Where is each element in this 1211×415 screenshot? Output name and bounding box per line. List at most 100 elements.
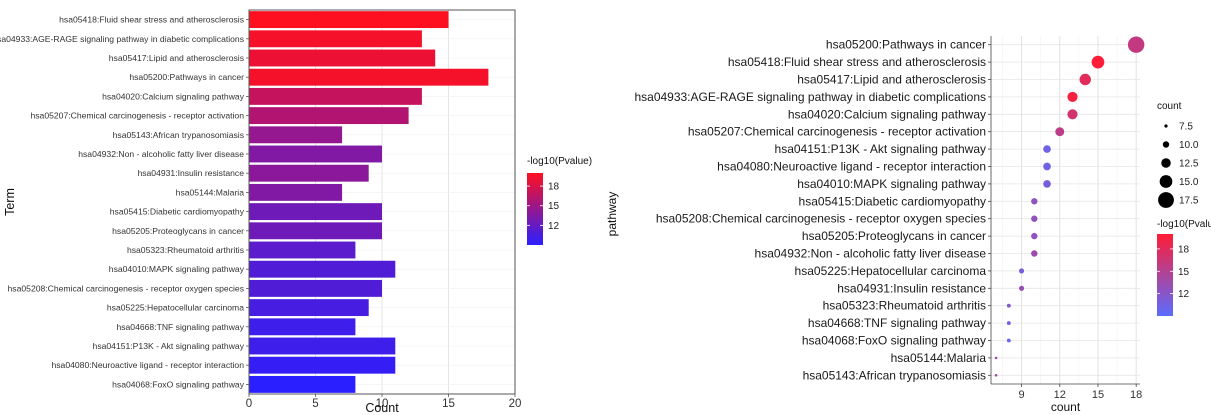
y-tick-label: hsa04151:P13K - Akt signaling pathway (93, 341, 245, 351)
dot (994, 374, 998, 377)
bar (249, 279, 382, 297)
y-tick-label: hsa05418:Fluid shear stress and atherosc… (728, 55, 986, 69)
y-tick-label: hsa04020:Calcium signaling pathway (102, 91, 245, 101)
dot (1006, 338, 1011, 343)
bar (249, 222, 382, 240)
bar (249, 49, 436, 67)
y-tick-label: hsa05208:Chemical carcinogenesis - recep… (8, 283, 244, 293)
y-tick-label: hsa05144:Malaria (176, 187, 245, 197)
legend-tick-label: 12 (548, 221, 560, 232)
x-tick-label: 18 (1130, 389, 1142, 401)
dot (1091, 55, 1105, 69)
y-tick-label: hsa05207:Chemical carcinogenesis - recep… (688, 125, 986, 139)
bar (249, 145, 382, 163)
y-axis-title: Term (3, 188, 17, 216)
size-legend-title: count (1157, 101, 1182, 112)
y-tick-label: hsa05418:Fluid shear stress and atherosc… (59, 15, 244, 25)
x-axis-title: Count (365, 401, 399, 415)
y-tick-label: hsa04151:P13K - Akt signaling pathway (775, 142, 986, 156)
dot (1043, 145, 1051, 153)
bar (249, 375, 356, 393)
x-axis-title: count (1051, 400, 1081, 414)
y-tick-label: hsa05417:Lipid and atherosclerosis (797, 73, 986, 87)
y-tick-label: hsa05208:Chemical carcinogenesis - recep… (656, 212, 986, 226)
y-tick-label: hsa04668:TNF signaling pathway (808, 316, 986, 330)
bar (249, 260, 396, 278)
x-tick-label: 15 (442, 398, 455, 410)
y-tick-label: hsa05200:Pathways in cancer (129, 72, 244, 82)
bar (249, 68, 489, 86)
bar-chart-kegg: hsa05418:Fluid shear stress and atherosc… (0, 9, 592, 415)
y-tick-label: hsa04933:AGE-RAGE signaling pathway in d… (634, 90, 986, 104)
dot (1127, 36, 1145, 53)
size-legend-dot (1158, 192, 1174, 208)
size-legend-dot (1164, 124, 1168, 128)
y-tick-label: hsa04020:Calcium signaling pathway (788, 107, 986, 121)
y-tick-label: hsa04931:Insulin resistance (137, 168, 244, 178)
color-legend-title: -log10(Pvalue) (1157, 219, 1211, 230)
bar (249, 164, 369, 182)
size-legend-label: 17.5 (1179, 196, 1199, 207)
y-tick-label: hsa05225:Hepatocellular carcinoma (107, 303, 244, 313)
y-tick-label: hsa05143:African trypanosomiasis (803, 368, 986, 382)
bar (249, 356, 396, 374)
y-tick-label: hsa05417:Lipid and atherosclerosis (109, 53, 244, 63)
bar (249, 126, 343, 144)
dot (1067, 109, 1078, 120)
x-tick-label: 0 (246, 398, 252, 410)
legend-tick-label: 15 (1178, 267, 1190, 278)
y-tick-label: hsa05323:Rheumatoid arthritis (127, 245, 244, 255)
legend-tick-label: 15 (548, 201, 560, 212)
x-tick-label: 12 (1054, 389, 1066, 401)
size-legend-label: 15.0 (1179, 177, 1199, 188)
y-tick-label: hsa05143:African trypanosomiasis (113, 130, 244, 140)
bar (249, 318, 356, 336)
size-legend-label: 7.5 (1179, 122, 1193, 133)
y-tick-label: hsa04668:TNF signaling pathway (116, 322, 244, 332)
y-tick-label: hsa05415:Diabetic cardiomyopathy (110, 207, 245, 217)
bar (249, 299, 369, 317)
y-tick-label: hsa05205:Proteoglycans in cancer (802, 229, 986, 243)
y-tick-label: hsa05144:Malaria (891, 351, 987, 365)
plot-background (991, 36, 1140, 384)
y-tick-label: hsa04010:MAPK signaling pathway (797, 177, 986, 191)
dot (1031, 215, 1038, 222)
bar (249, 203, 382, 221)
y-tick-label: hsa04932:Non - alcoholic fatty liver dis… (78, 149, 244, 159)
dot (1079, 73, 1091, 86)
dot (1055, 127, 1065, 137)
size-legend-label: 12.5 (1179, 159, 1199, 170)
bar (249, 30, 422, 48)
dot (1031, 232, 1038, 240)
y-tick-label: hsa05207:Chemical carcinogenesis - recep… (30, 111, 244, 121)
dot (1031, 250, 1038, 257)
y-tick-label: hsa04010:MAPK signaling pathway (109, 264, 245, 274)
dot (1043, 180, 1051, 188)
bar (249, 337, 396, 355)
y-tick-label: hsa05225:Hepatocellular carcinoma (795, 264, 987, 278)
x-tick-label: 5 (312, 398, 318, 410)
legend-tick-label: 18 (548, 182, 560, 193)
dot-chart-kegg: hsa05200:Pathways in cancer hsa05418:Flui… (605, 36, 1211, 414)
size-legend-dot (1159, 175, 1173, 188)
bar (249, 241, 356, 259)
y-tick-label: hsa04931:Insulin resistance (837, 281, 986, 295)
bar (249, 87, 422, 105)
color-legend-colorbar (1157, 234, 1173, 316)
legend-tick-label: 12 (1178, 289, 1190, 300)
legend-tick-label: 18 (1178, 244, 1190, 255)
x-tick-label: 15 (1092, 389, 1104, 401)
legend-colorbar (527, 173, 543, 245)
y-tick-label: hsa04932:Non - alcoholic fatty liver dis… (755, 247, 987, 261)
y-tick-label: hsa05323:Rheumatoid arthritis (823, 299, 986, 313)
y-axis-title: pathway (605, 192, 619, 237)
legend-title: -log10(Pvalue) (527, 156, 592, 167)
size-legend-dot (1161, 158, 1171, 168)
bar (249, 183, 343, 201)
x-tick-label: 10 (376, 398, 389, 410)
y-tick-label: hsa05415:Diabetic cardiomyopathy (799, 194, 986, 208)
y-tick-label: hsa04080:Neuroactive ligand - receptor i… (717, 160, 986, 174)
x-tick-label: 20 (509, 398, 522, 410)
size-legend-dot (1162, 141, 1170, 148)
